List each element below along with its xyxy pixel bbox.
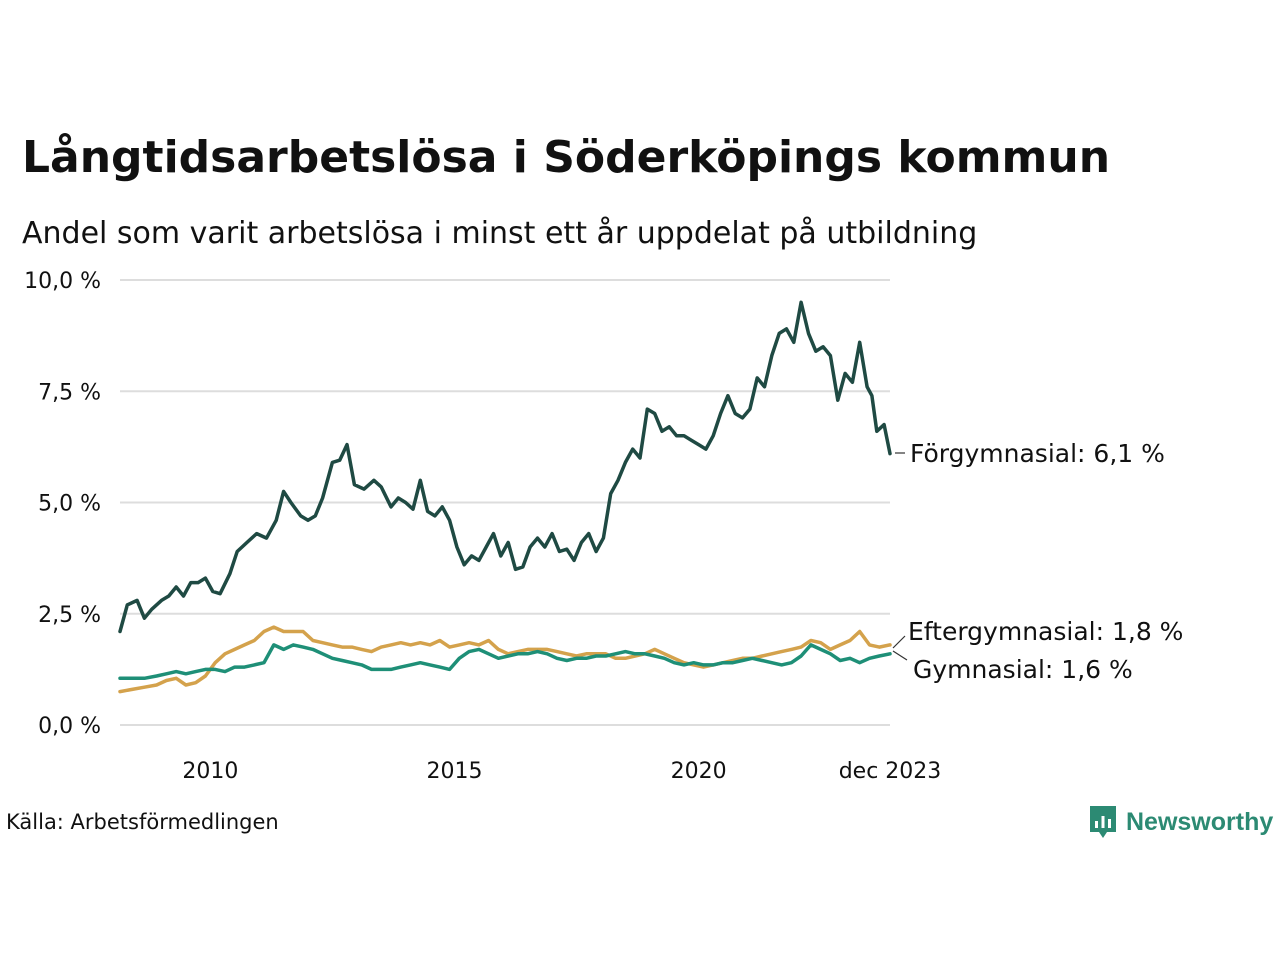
- y-tick-label: 10,0 %: [24, 269, 101, 294]
- series-labels: Förgymnasial: 6,1 % Eftergymnasial: 1,8 %…: [892, 439, 1183, 684]
- y-tick-label: 0,0 %: [38, 714, 101, 739]
- series-label-gymnasial: Gymnasial: 1,6 %: [913, 655, 1133, 684]
- series-line-gymnasial: [118, 643, 892, 681]
- label-leader-line: [892, 650, 908, 661]
- newsworthy-logo: Newsworthy: [1088, 804, 1273, 840]
- newsworthy-logo-icon: [1090, 806, 1116, 838]
- chart-title: Långtidsarbetslösa i Söderköpings kommun: [22, 132, 1111, 183]
- series-line-eftergymnasial: [118, 625, 892, 694]
- series-label-eftergymnasial: Eftergymnasial: 1,8 %: [908, 617, 1183, 646]
- y-axis: 0,0 % 2,5 % 5,0 % 7,5 % 10,0 %: [24, 269, 101, 739]
- x-tick-label: 2020: [671, 759, 727, 784]
- y-tick-label: 2,5 %: [38, 603, 101, 628]
- y-tick-label: 7,5 %: [38, 380, 101, 405]
- y-tick-label: 5,0 %: [38, 492, 101, 517]
- source-note: Källa: Arbetsförmedlingen: [6, 810, 279, 834]
- x-tick-label: 2015: [426, 759, 482, 784]
- label-leader-line: [892, 635, 906, 649]
- x-tick-label: 2010: [182, 759, 238, 784]
- x-tick-label: dec 2023: [839, 759, 942, 784]
- series-line-förgymnasial: [118, 300, 892, 634]
- series-lines: [118, 300, 892, 694]
- chart-subtitle: Andel som varit arbetslösa i minst ett å…: [22, 216, 978, 251]
- x-axis: 2010 2015 2020 dec 2023: [182, 759, 941, 784]
- chart-grid: [120, 279, 890, 726]
- series-label-förgymnasial: Förgymnasial: 6,1 %: [910, 439, 1165, 468]
- newsworthy-logo-text: Newsworthy: [1126, 807, 1274, 836]
